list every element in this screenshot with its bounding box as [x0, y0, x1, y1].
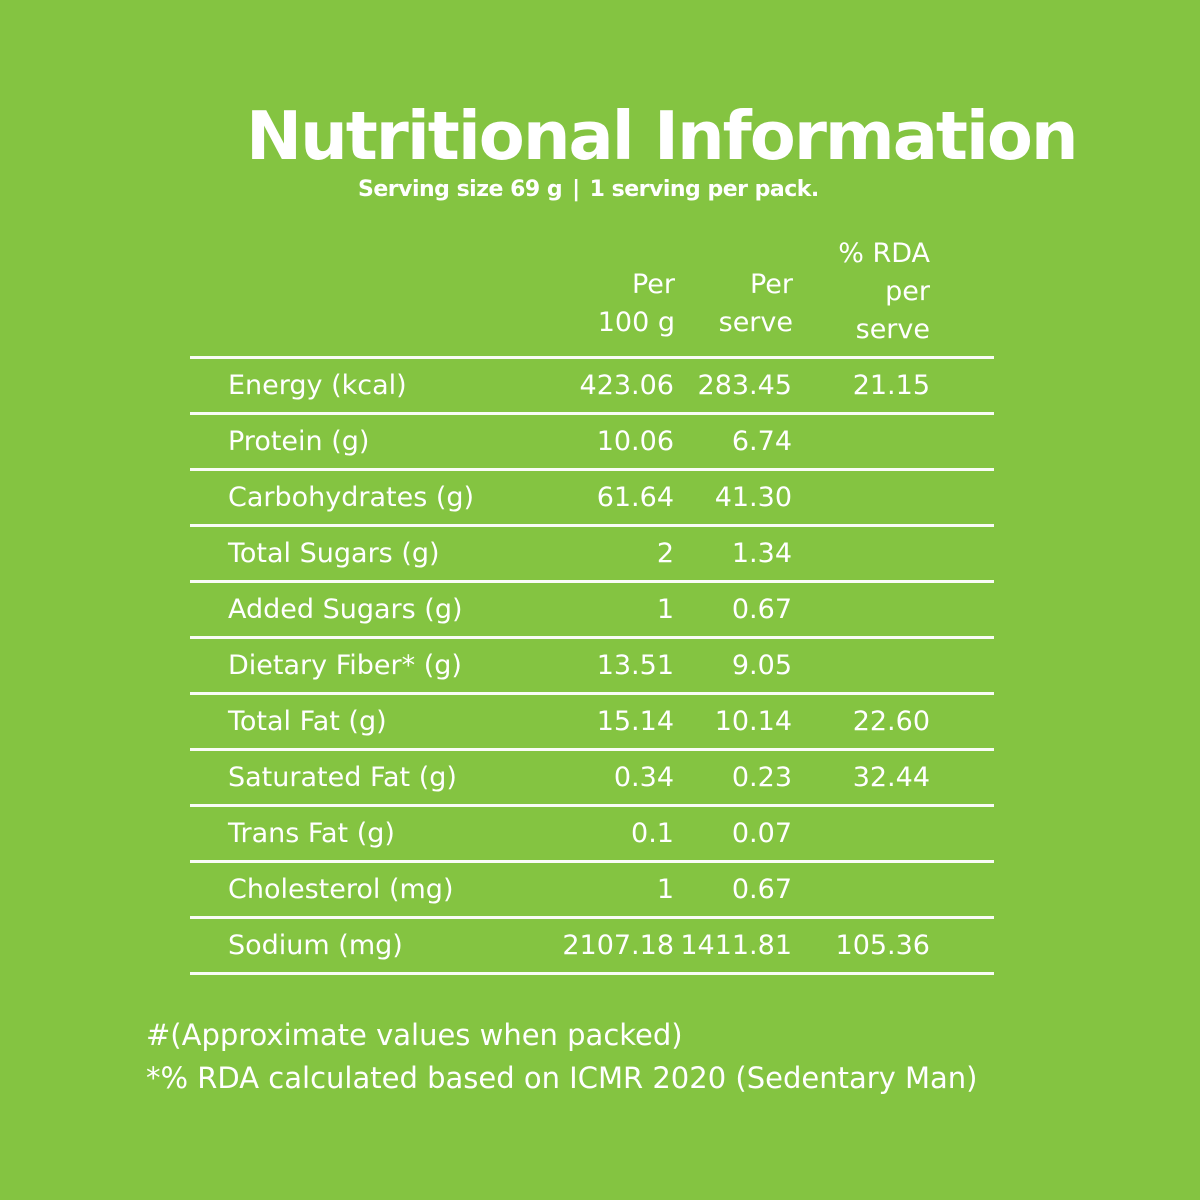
value-per-100g: 61.64 — [596, 482, 674, 513]
nutrient-name: Cholesterol (mg) — [228, 874, 454, 905]
value-per-100g: 1 — [656, 594, 674, 625]
value-per-serve: 1.34 — [731, 538, 792, 569]
nutrient-name: Protein (g) — [228, 426, 370, 457]
column-header-line: Per — [749, 269, 793, 300]
footnote-rda: *% RDA calculated based on ICMR 2020 (Se… — [146, 1061, 978, 1095]
column-header-line: Per — [631, 269, 675, 300]
table-row: Dietary Fiber* (g) 13.51 9.05 — [190, 639, 994, 695]
table-top-rule — [190, 356, 994, 359]
value-per-serve: 9.05 — [731, 650, 792, 681]
value-rda: 21.15 — [852, 370, 930, 401]
nutrient-name: Sodium (mg) — [228, 930, 403, 961]
value-rda: 105.36 — [835, 930, 930, 961]
value-per-100g: 423.06 — [579, 370, 674, 401]
value-per-serve: 1411.81 — [680, 930, 792, 961]
table-row: Cholesterol (mg) 1 0.67 — [190, 863, 994, 919]
value-per-serve: 6.74 — [731, 426, 792, 457]
footnotes: #(Approximate values when packed) *% RDA… — [146, 1014, 978, 1100]
value-rda — [730, 471, 930, 524]
table-row: Saturated Fat (g) 0.34 0.23 32.44 — [190, 751, 994, 807]
value-rda — [730, 639, 930, 692]
value-per-serve: 0.67 — [731, 874, 792, 905]
value-per-100g: 2 — [656, 538, 674, 569]
page-title: Nutritional Information — [246, 97, 1079, 175]
value-rda: 32.44 — [852, 762, 930, 793]
column-header-line: 100 g — [597, 307, 675, 338]
column-header-per-100g: Per 100 g — [475, 266, 675, 342]
table-row: Carbohydrates (g) 61.64 41.30 — [190, 471, 994, 527]
value-per-serve: 41.30 — [714, 482, 792, 513]
nutrient-name: Saturated Fat (g) — [228, 762, 457, 793]
value-per-serve: 0.07 — [731, 818, 792, 849]
value-per-100g: 0.1 — [631, 818, 674, 849]
table-row: Added Sugars (g) 1 0.67 — [190, 583, 994, 639]
table-row: Energy (kcal) 423.06 283.45 21.15 — [190, 359, 994, 415]
nutrition-table: Energy (kcal) 423.06 283.45 21.15 Protei… — [190, 356, 994, 975]
serving-size: Serving size 69 g — [358, 177, 563, 202]
nutrient-name: Added Sugars (g) — [228, 594, 463, 625]
nutrient-name: Trans Fat (g) — [228, 818, 395, 849]
column-header-rda: % RDA per serve — [730, 235, 930, 349]
column-header-line: serve — [718, 307, 793, 338]
value-per-100g: 15.14 — [596, 706, 674, 737]
value-rda — [730, 527, 930, 580]
value-per-serve: 283.45 — [697, 370, 792, 401]
serving-info: Serving size 69 g | 1 serving per pack. — [358, 174, 819, 206]
column-header-per-serve: Per serve — [593, 266, 793, 342]
value-rda — [730, 583, 930, 636]
value-per-100g: 0.34 — [613, 762, 674, 793]
value-per-100g: 2107.18 — [562, 930, 674, 961]
value-rda — [730, 807, 930, 860]
value-per-serve: 0.23 — [731, 762, 792, 793]
table-row: Sodium (mg) 2107.18 1411.81 105.36 — [190, 919, 994, 975]
nutrient-name: Total Sugars (g) — [228, 538, 440, 569]
value-rda — [730, 863, 930, 916]
table-row: Total Fat (g) 15.14 10.14 22.60 — [190, 695, 994, 751]
servings-per-pack: 1 serving per pack. — [589, 177, 820, 202]
value-per-100g: 1 — [656, 874, 674, 905]
table-row: Trans Fat (g) 0.1 0.07 — [190, 807, 994, 863]
value-rda — [730, 415, 930, 468]
nutrient-name: Energy (kcal) — [228, 370, 407, 401]
value-rda: 22.60 — [852, 706, 930, 737]
nutrient-name: Total Fat (g) — [228, 706, 387, 737]
serving-separator: | — [572, 177, 580, 202]
column-header-line: % RDA — [838, 238, 930, 269]
column-header-line: per — [885, 276, 930, 307]
nutrient-name: Dietary Fiber* (g) — [228, 650, 462, 681]
value-per-serve: 10.14 — [714, 706, 792, 737]
table-row: Total Sugars (g) 2 1.34 — [190, 527, 994, 583]
footnote-approximate: #(Approximate values when packed) — [146, 1018, 683, 1052]
value-per-serve: 0.67 — [731, 594, 792, 625]
table-row: Protein (g) 10.06 6.74 — [190, 415, 994, 471]
nutrient-name: Carbohydrates (g) — [228, 482, 475, 513]
column-header-line: serve — [855, 314, 930, 345]
value-per-100g: 10.06 — [596, 426, 674, 457]
value-per-100g: 13.51 — [596, 650, 674, 681]
